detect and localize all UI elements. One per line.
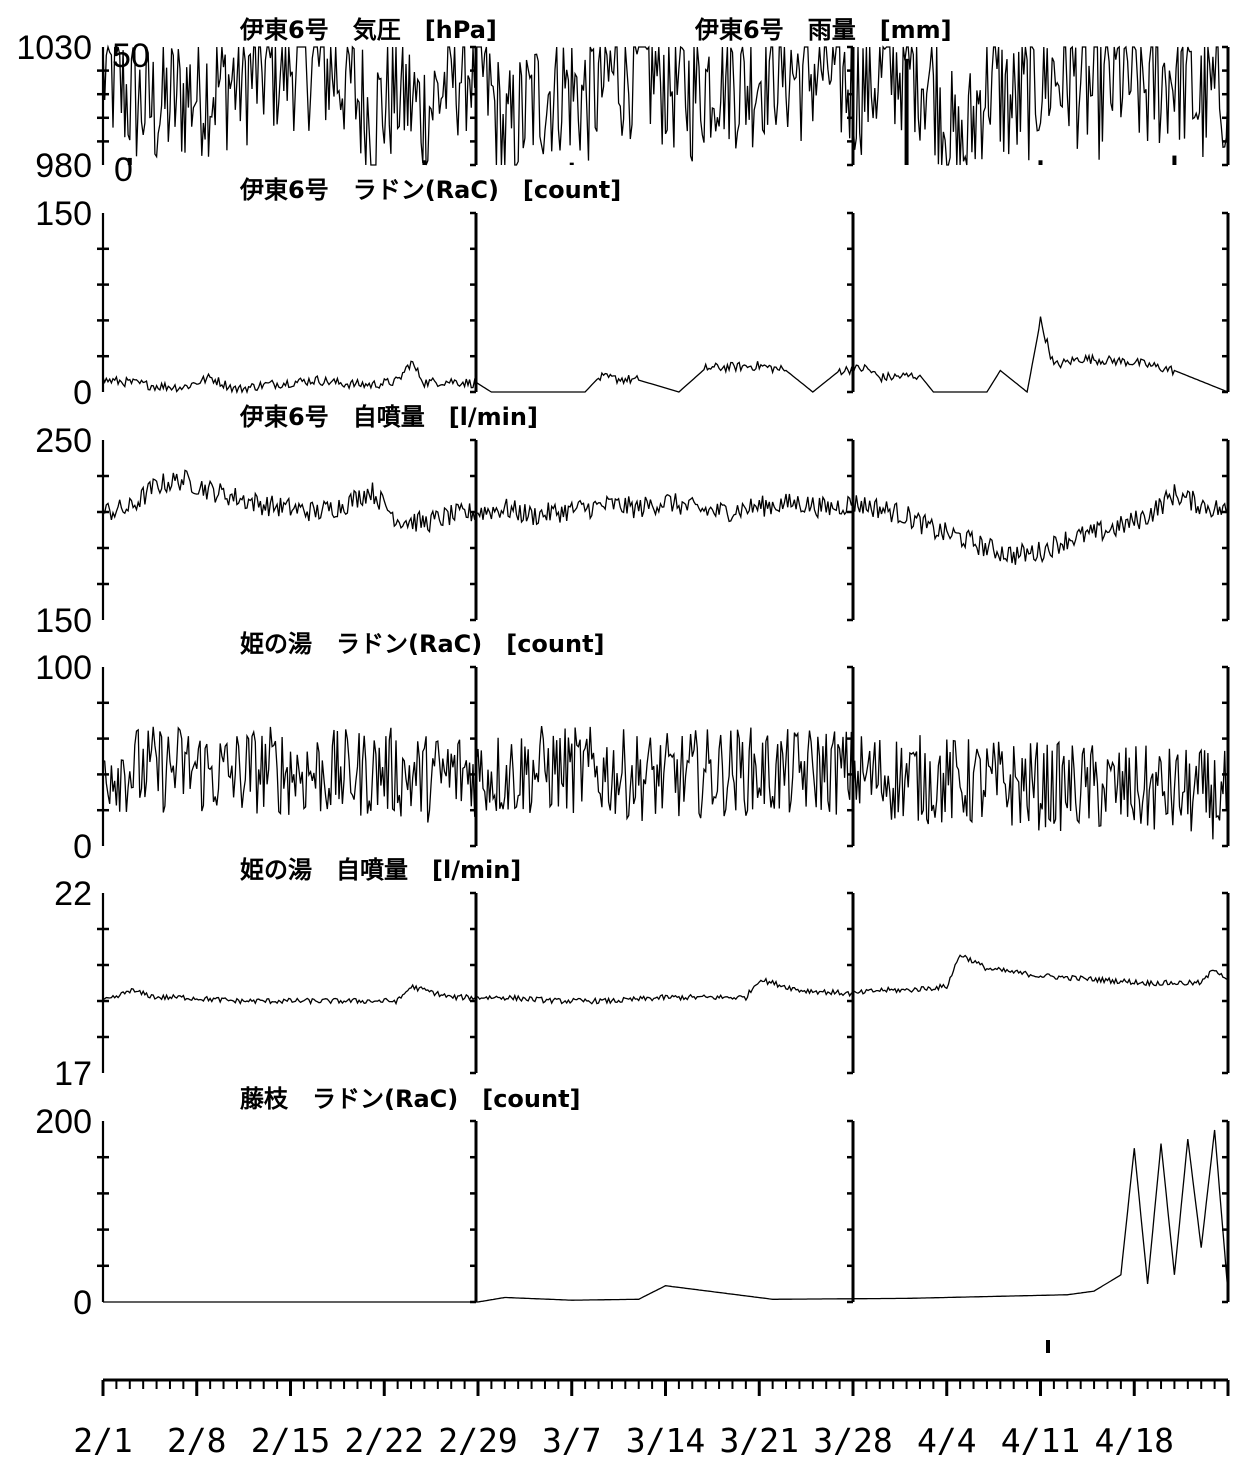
panel-title: 伊東6号 ラドン(RaC) [count] bbox=[239, 176, 621, 204]
date-tick-label: 2/22 bbox=[345, 1421, 424, 1458]
series-line bbox=[102, 726, 1229, 840]
y-tick-label-top: 250 bbox=[35, 422, 92, 460]
panel-title: 藤枝 ラドン(RaC) [count] bbox=[240, 1085, 581, 1113]
rain-bar bbox=[1038, 160, 1043, 165]
panel-title: 伊東6号 自噴量 [l/min] bbox=[239, 403, 538, 431]
y-tick-label-top: 150 bbox=[35, 195, 92, 233]
x-axis: 2/1 2/8 2/15 2/22 2/29 3/7 3/14 3/21 3/28 4/4 4/11… bbox=[73, 1340, 1230, 1458]
y-tick-label-top: 100 bbox=[35, 649, 92, 687]
date-tick-label: 3/21 bbox=[720, 1421, 799, 1458]
rain-bar bbox=[127, 157, 132, 165]
panel-title: 姫の湯 ラドン(RaC) [count] bbox=[240, 630, 605, 658]
date-tick-label: 2/8 bbox=[167, 1421, 227, 1458]
y-tick-label-top: 22 bbox=[54, 875, 92, 913]
rain-bar bbox=[904, 58, 909, 165]
date-tick-label: 3/7 bbox=[542, 1421, 602, 1458]
panel-3: 250 150 伊東6号 自噴量 [l/min] bbox=[35, 403, 1230, 640]
y-tick-label-bottom: 0 bbox=[73, 828, 92, 866]
event-marker bbox=[1046, 1340, 1050, 1353]
panel-title: 伊東6号 気圧 [hPa] bbox=[239, 16, 497, 44]
date-tick-label: 2/15 bbox=[251, 1421, 330, 1458]
y-tick-label-bottom: 980 bbox=[35, 147, 92, 185]
y-tick-label-top: 200 bbox=[35, 1103, 92, 1141]
y-tick-label-top: 1030 bbox=[16, 29, 92, 67]
y-tick-label-bottom: 0 bbox=[73, 1284, 92, 1322]
panel-4: 100 0 姫の湯 ラドン(RaC) [count] bbox=[35, 630, 1230, 866]
series-line bbox=[102, 954, 1229, 1006]
date-tick-label: 4/4 bbox=[917, 1421, 977, 1458]
y-tick-label-bottom: 150 bbox=[35, 602, 92, 640]
date-tick-label: 3/28 bbox=[813, 1421, 892, 1458]
panel-secondary-title: 伊東6号 雨量 [mm] bbox=[694, 16, 952, 44]
series-line bbox=[102, 469, 1229, 565]
series-line bbox=[102, 316, 1229, 395]
panel-5: 22 17 姫の湯 自噴量 [l/min] bbox=[54, 856, 1230, 1093]
date-tick-label: 4/18 bbox=[1095, 1421, 1174, 1458]
panel-2: 150 0 伊東6号 ラドン(RaC) [count] bbox=[35, 176, 1230, 412]
rain-bar bbox=[1172, 155, 1177, 165]
rain-bar bbox=[569, 162, 574, 165]
y-tick-label-bottom: 0 bbox=[73, 374, 92, 412]
secondary-tick-label-bottom: 0 bbox=[114, 151, 133, 189]
date-tick-label: 2/1 bbox=[73, 1421, 133, 1458]
series-line bbox=[103, 1129, 1229, 1303]
date-tick-label: 2/29 bbox=[438, 1421, 517, 1458]
date-tick-label: 3/14 bbox=[626, 1421, 705, 1458]
rain-bar bbox=[422, 160, 427, 165]
panel-title: 姫の湯 自噴量 [l/min] bbox=[240, 856, 521, 884]
series-line bbox=[102, 44, 1229, 166]
y-tick-label-bottom: 17 bbox=[54, 1055, 92, 1093]
panel-6: 200 0 藤枝 ラドン(RaC) [count] bbox=[35, 1085, 1230, 1322]
date-tick-label: 4/11 bbox=[1001, 1421, 1080, 1458]
